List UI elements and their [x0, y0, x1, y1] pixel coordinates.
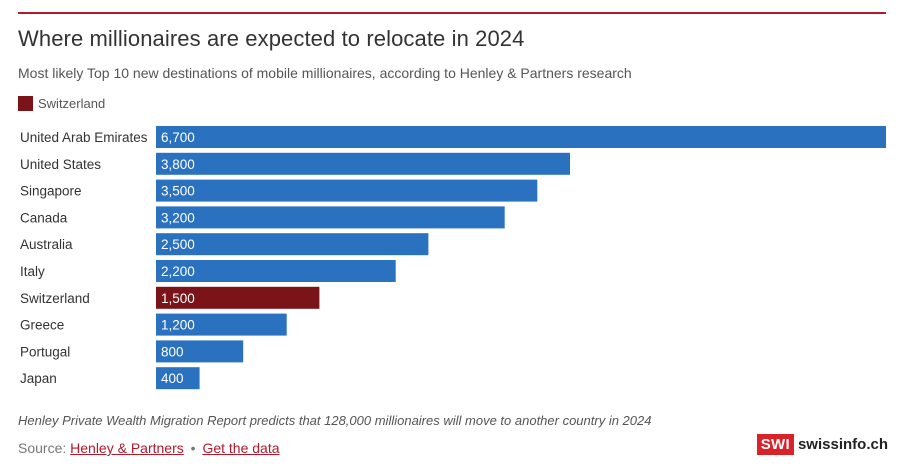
- chart-subtitle: Most likely Top 10 new destinations of m…: [18, 65, 632, 81]
- source-separator: •: [190, 440, 196, 456]
- source-line: Source: Henley & Partners • Get the data: [18, 440, 280, 456]
- chart-title: Where millionaires are expected to reloc…: [18, 26, 525, 51]
- data-label: 2,500: [161, 237, 195, 252]
- brand-box: SWI: [756, 434, 794, 455]
- category-label: Japan: [20, 371, 57, 386]
- category-label: Switzerland: [20, 291, 90, 306]
- bar[interactable]: [156, 206, 505, 229]
- category-label: United States: [20, 157, 101, 172]
- get-data-link[interactable]: Get the data: [202, 440, 280, 456]
- bar[interactable]: [156, 340, 244, 363]
- data-label: 800: [161, 344, 184, 359]
- category-label: Australia: [20, 237, 73, 252]
- category-label: Portugal: [20, 344, 70, 359]
- source-link[interactable]: Henley & Partners: [70, 440, 184, 456]
- category-label: Canada: [20, 210, 68, 225]
- bar[interactable]: [156, 367, 200, 390]
- legend: Switzerland: [18, 96, 105, 111]
- data-label: 3,500: [161, 184, 195, 199]
- legend-swatch: [18, 96, 33, 111]
- category-label: Greece: [20, 318, 64, 333]
- source-prefix: Source:: [18, 440, 67, 456]
- legend-label: Switzerland: [38, 96, 106, 111]
- bar-highlight[interactable]: [156, 286, 320, 309]
- data-label: 3,200: [161, 210, 195, 225]
- brand-text: swissinfo.ch: [797, 436, 888, 453]
- data-label: 400: [161, 371, 184, 386]
- bar[interactable]: [156, 179, 538, 202]
- category-label: United Arab Emirates: [20, 130, 148, 145]
- category-label: Singapore: [20, 184, 82, 199]
- data-label: 2,200: [161, 264, 195, 279]
- data-label: 1,500: [161, 291, 195, 306]
- bar[interactable]: [156, 233, 429, 256]
- data-label: 6,700: [161, 130, 195, 145]
- data-label: 3,800: [161, 157, 195, 172]
- top-rule: [18, 12, 886, 14]
- bar[interactable]: [156, 260, 396, 282]
- bar[interactable]: [156, 152, 570, 175]
- bar[interactable]: [156, 126, 886, 148]
- footnote: Henley Private Wealth Migration Report p…: [18, 413, 652, 428]
- brand-logo[interactable]: SWI swissinfo.ch: [756, 434, 888, 455]
- bar[interactable]: [156, 313, 287, 336]
- data-label: 1,200: [161, 318, 195, 333]
- category-label: Italy: [20, 264, 45, 279]
